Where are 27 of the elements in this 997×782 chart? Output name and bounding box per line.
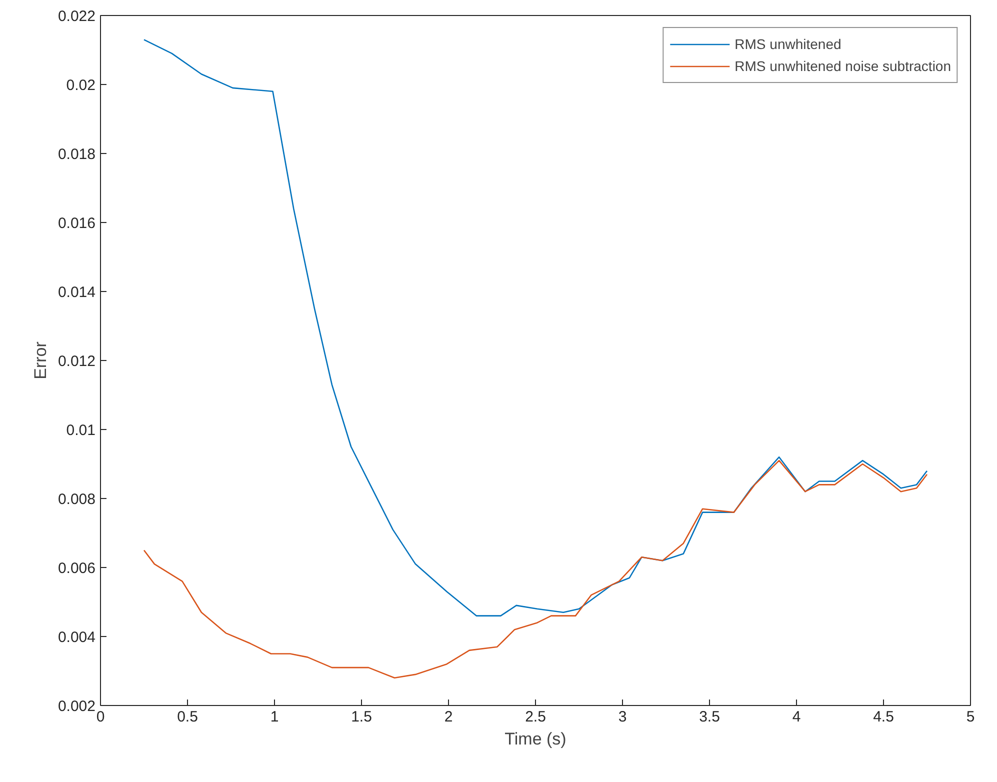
y-tick-label: 0.002	[58, 698, 96, 715]
y-tick-label: 0.008	[58, 491, 96, 508]
y-axis-title: Error	[30, 341, 50, 380]
y-tick-label: 0.02	[66, 77, 96, 94]
y-tick-label: 0.012	[58, 353, 96, 370]
y-tick-label: 0.014	[58, 284, 96, 301]
x-tick-label: 0.5	[177, 708, 198, 726]
x-tick-label: 4	[792, 708, 801, 726]
x-tick-label: 3.5	[699, 708, 720, 726]
x-tick-label: 1.5	[351, 708, 372, 726]
x-axis-title: Time (s)	[504, 730, 566, 748]
x-tick-label: 4.5	[873, 708, 894, 726]
line-series	[143, 460, 928, 679]
y-tick-label: 0.022	[58, 8, 96, 25]
y-tick-label: 0.01	[66, 422, 96, 439]
x-tick-label: 1	[270, 708, 279, 726]
x-tick-label: 2	[444, 708, 453, 726]
x-tick-label: 3	[618, 708, 627, 726]
y-tick-label: 0.016	[58, 215, 96, 232]
legend-label: RMS unwhitened noise subtraction	[734, 58, 951, 74]
y-tick-label: 0.004	[58, 629, 96, 646]
x-tick-label: 2.5	[525, 708, 546, 726]
x-tick-label: 5	[966, 708, 975, 726]
legend-label: RMS unwhitened	[734, 36, 842, 52]
y-tick-label: 0.006	[58, 560, 96, 577]
y-tick-label: 0.018	[58, 146, 96, 163]
x-tick-label: 0	[96, 708, 105, 726]
